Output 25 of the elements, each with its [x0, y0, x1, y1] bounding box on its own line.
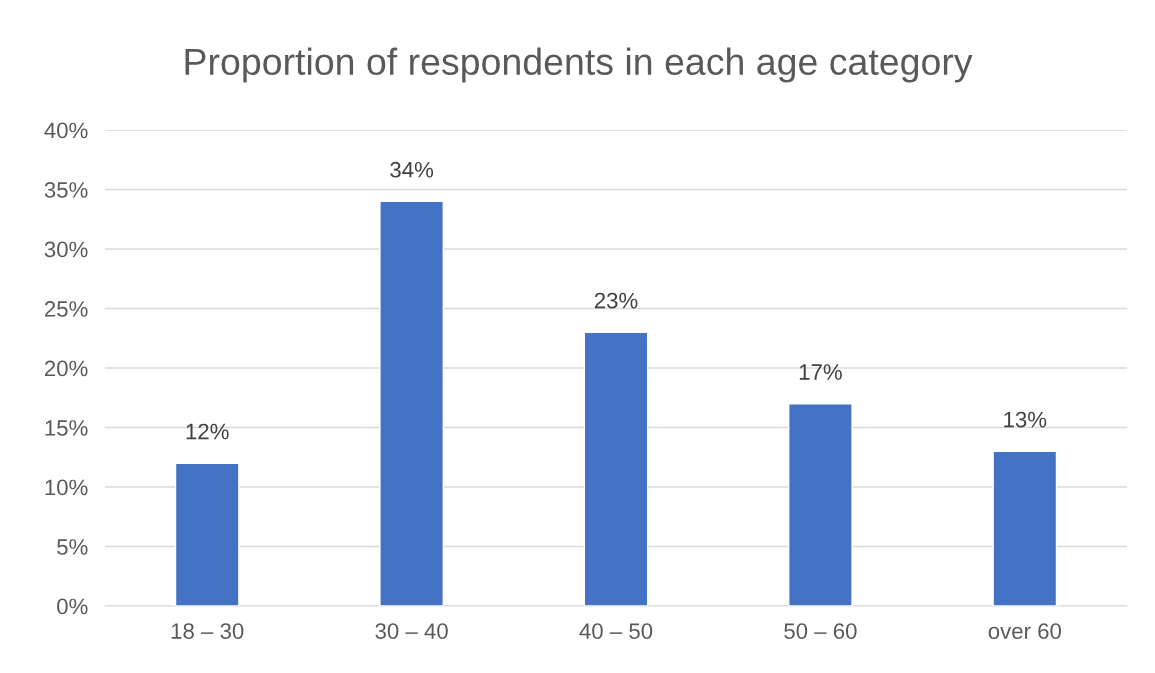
- y-tick-label: 30%: [44, 241, 88, 258]
- data-label: 34%: [390, 161, 434, 178]
- data-label: 12%: [186, 423, 229, 440]
- y-tick-label: 40%: [44, 122, 88, 139]
- y-tick-label: 5%: [57, 539, 88, 555]
- bar: [992, 450, 1058, 606]
- data-label: 17%: [799, 364, 842, 380]
- x-tick-label: 50 – 60: [784, 623, 857, 639]
- data-label: 13%: [1004, 411, 1047, 428]
- x-tick-label: 18 – 30: [171, 623, 244, 639]
- y-tick-label: 20%: [44, 360, 88, 377]
- x-tick-label: over 60: [988, 623, 1061, 639]
- x-tick-label: 40 – 50: [579, 623, 653, 639]
- bar: [379, 200, 444, 606]
- x-tick-label: 30 – 40: [375, 623, 448, 639]
- chart-title: Proportion of respondents in each age category: [185, 47, 973, 83]
- y-tick-label: 15%: [45, 420, 88, 436]
- bar: [583, 331, 649, 606]
- bar: [788, 403, 853, 606]
- y-tick-label: 0%: [57, 598, 88, 615]
- bar: [174, 462, 240, 606]
- data-label: 23%: [594, 292, 638, 309]
- y-tick-label: 35%: [44, 182, 88, 198]
- y-tick-label: 25%: [44, 301, 88, 317]
- y-tick-label: 10%: [45, 479, 88, 496]
